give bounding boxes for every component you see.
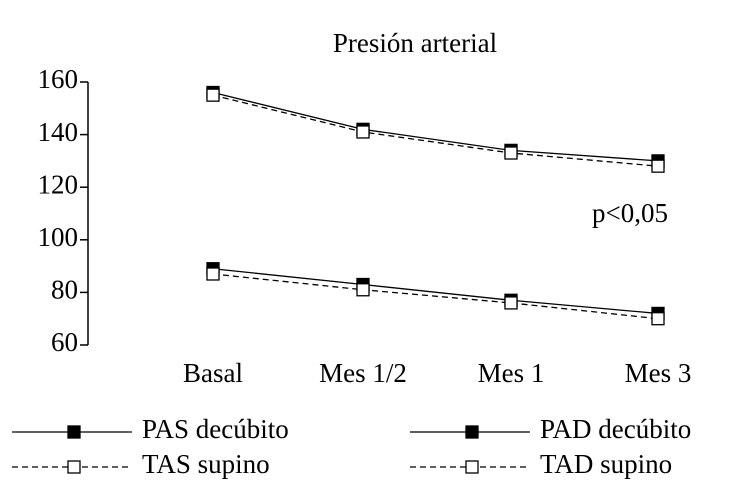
marker [206,88,220,102]
marker [356,283,370,297]
y-tick-label: 120 [38,169,79,199]
series-line [212,91,659,162]
series-line [212,273,659,320]
legend-marker [465,425,479,439]
legend-label: TAD supino [540,449,672,479]
x-tick-label: Basal [183,358,243,388]
series-line [212,268,659,315]
x-tick-label: Mes 1 [478,358,545,388]
x-tick-label: Mes 1/2 [319,358,407,388]
marker [356,125,370,139]
legend-label: PAD decúbito [540,414,691,444]
y-tick-label: 100 [38,222,79,252]
marker [206,267,220,281]
y-tick-label: 160 [38,64,79,94]
annotation: p<0,05 [592,198,668,228]
marker [651,159,665,173]
legend-marker [465,460,479,474]
legend-marker [67,425,81,439]
marker [504,146,518,160]
marker [651,312,665,326]
y-tick-label: 140 [38,117,79,147]
legend-label: TAS supino [142,449,270,479]
y-tick-label: 80 [51,275,78,305]
marker [504,296,518,310]
y-tick-label: 60 [51,327,78,357]
chart-title: Presión arterial [333,28,497,58]
legend-label: PAS decúbito [142,414,289,444]
legend-marker [67,460,81,474]
x-tick-label: Mes 3 [625,358,692,388]
